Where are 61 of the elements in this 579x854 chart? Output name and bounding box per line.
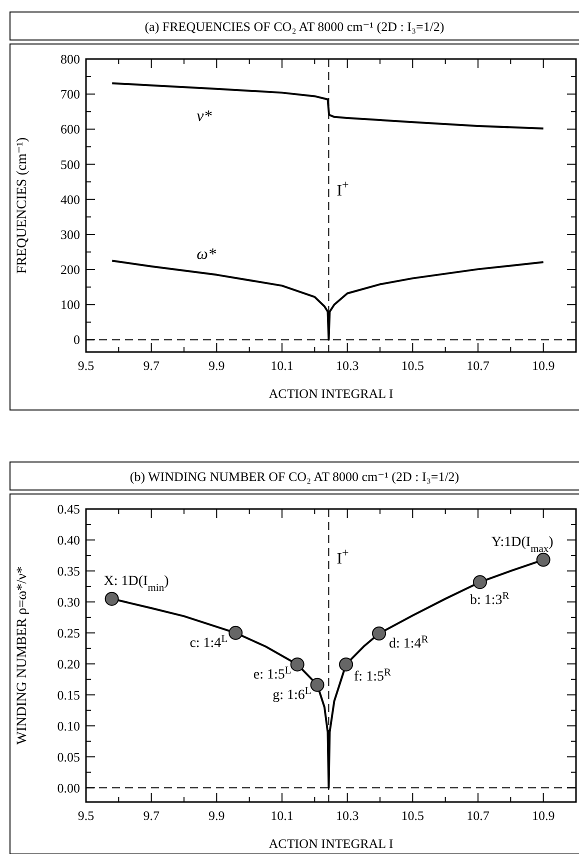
ref-line-label: I$^{+}$: [336, 178, 350, 200]
point: [472, 575, 487, 590]
x-tick-label: 9.9: [208, 808, 225, 823]
y-tick-label: 0.15: [57, 687, 80, 702]
chart-title: (a) FREQUENCIES OF CO₂ AT 8000 cm⁻¹ (2D : I₃=1/2): [144, 19, 444, 34]
y-tick-label: 0.45: [57, 502, 80, 516]
y-tick-label: 700: [60, 86, 80, 102]
chart-title: (b) WINDING NUMBER OF CO₂ AT 8000 cm⁻¹ (2D : I₃=1/2): [130, 469, 460, 484]
x-tick-label: 9.7: [143, 808, 160, 823]
y-tick-label: 0.20: [57, 656, 80, 672]
annotation: f: 1:5$^{R}$: [354, 666, 391, 684]
annotation: X: 1D(I$_{min}$): [104, 574, 170, 594]
point: [536, 552, 550, 567]
x-tick-label: 10.5: [401, 808, 424, 823]
x-tick-label: 10.5: [401, 358, 424, 373]
y-tick-label: 200: [60, 262, 80, 278]
x-tick-label: 9.7: [143, 358, 160, 373]
x-axis-title: ACTION INTEGRAL I: [268, 386, 394, 401]
y-tick-label: 0.30: [57, 594, 80, 610]
x-tick-label: 10.1: [270, 358, 294, 373]
y-axis-title: WINDING NUMBER ρ=ω*/ν*: [15, 566, 30, 745]
y-tick-label: 300: [60, 226, 80, 242]
point: [228, 626, 243, 640]
y-tick-label: 600: [60, 122, 80, 137]
point: [372, 626, 386, 641]
x-tick-label: 10.9: [532, 808, 555, 823]
x-tick-label: 10.7: [466, 358, 490, 373]
y-tick-label: 800: [60, 52, 80, 66]
y-tick-label: 0: [74, 332, 80, 348]
y-tick-label: 0.10: [57, 718, 80, 734]
annotation: g: 1:6$^{L}$: [272, 685, 312, 703]
point: [104, 592, 119, 606]
y-tick-label: 0.05: [57, 749, 80, 764]
annotation: b: 1:3$^{R}$: [470, 590, 510, 608]
x-tick-label: 10.1: [270, 808, 294, 823]
annotation: Y:1D(I$_{max}$): [491, 534, 554, 554]
annotation: c: 1:4$^{L}$: [190, 633, 228, 651]
point: [310, 678, 324, 692]
y-tick-label: 0.35: [57, 563, 80, 578]
x-tick-label: 9.5: [78, 808, 94, 823]
series-label: ν*: [196, 108, 212, 125]
y-tick-label: 0.40: [57, 532, 80, 548]
x-tick-label: 10.7: [466, 808, 490, 823]
point: [290, 657, 304, 672]
y-tick-label: 100: [60, 297, 80, 312]
y-tick-label: 0.00: [57, 780, 80, 796]
annotation: e: 1:5$^{L}$: [253, 664, 292, 682]
x-tick-label: 9.9: [208, 358, 225, 373]
x-tick-label: 10.9: [532, 358, 555, 373]
x-tick-label: 10.3: [336, 808, 359, 823]
y-tick-label: 500: [60, 156, 80, 172]
x-tick-label: 9.5: [78, 358, 94, 373]
annotation: d: 1:4$^{R}$: [389, 634, 428, 652]
ref-line-label: I$^{+}$: [336, 546, 350, 568]
point: [339, 657, 354, 672]
x-tick-label: 10.3: [336, 358, 359, 373]
x-axis-title: ACTION INTEGRAL I: [268, 836, 394, 851]
y-tick-label: 400: [60, 192, 80, 207]
y-axis-title: FREQUENCIES (cm⁻¹): [15, 136, 30, 274]
series-label: ω*: [196, 246, 216, 263]
y-tick-label: 0.25: [57, 625, 80, 640]
